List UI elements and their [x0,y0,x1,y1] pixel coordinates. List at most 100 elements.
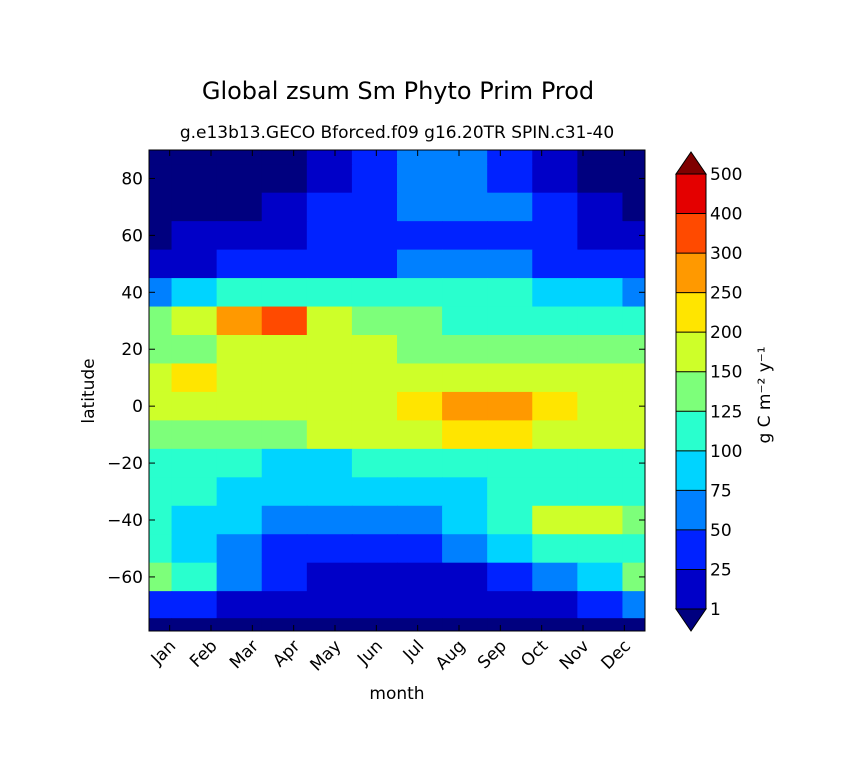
heatmap-cell [351,448,398,478]
colorbar-tick-label: 125 [710,402,742,422]
y-tick-label: 40 [121,283,143,303]
colorbar-tick-label: 500 [710,165,742,185]
colorbar-tick-label: 300 [710,244,742,264]
heatmap-cell [532,534,578,564]
heatmap-cell [261,477,308,507]
heatmap-cell [171,150,218,165]
heatmap-cell [216,505,263,535]
heatmap-cell [532,278,578,308]
heatmap-cell [149,591,173,619]
heatmap-cell [622,448,645,478]
heatmap-cell [306,335,353,365]
heatmap-cell [216,591,263,619]
heatmap-cell [577,164,624,194]
heatmap-cell [622,534,645,564]
heatmap-cell [261,150,308,165]
heatmap-cell [442,420,488,450]
heatmap-cell [171,420,218,450]
heatmap-cell [397,591,443,619]
heatmap-cell [532,448,578,478]
heatmap-cell [487,221,533,251]
heatmap-cell [397,420,443,450]
heatmap-cell [622,591,645,619]
heatmap-cell [442,448,488,478]
heatmap-cell [622,618,645,631]
heatmap-cell [577,278,624,308]
heatmap-cell [171,164,218,194]
colorbar-tick-label: 75 [710,481,732,501]
heatmap-cell [442,562,488,592]
heatmap-cell [171,448,218,478]
heatmap-cell [577,150,624,165]
heatmap-cell [216,391,263,421]
x-tick-label: Sep [474,636,511,673]
heatmap-cell [397,534,443,564]
heatmap-cell [149,420,173,450]
heatmap-cell [149,278,173,308]
heatmap-cell [577,448,624,478]
heatmap-cell [397,477,443,507]
chart-subtitle: g.e13b13.GECO Bforced.f09 g16.20TR SPIN.… [180,123,614,143]
heatmap-cell [216,221,263,251]
heatmap-cell [397,335,443,365]
heatmap-cell [487,618,533,631]
heatmap-cell [261,505,308,535]
heatmap-cell [622,150,645,165]
heatmap-cell [171,192,218,222]
colorbar-swatch [676,213,706,254]
heatmap-cell [442,505,488,535]
y-tick-label: 0 [132,397,143,417]
heatmap-cell [487,335,533,365]
heatmap-cell [532,505,578,535]
heatmap-cell [261,164,308,194]
heatmap-cell [216,306,263,336]
heatmap-cell [306,278,353,308]
x-tick-label: Dec [597,636,634,673]
y-tick-label: −60 [107,568,143,588]
heatmap-cell [351,150,398,165]
heatmap-cell [216,150,263,165]
heatmap-cell [171,278,218,308]
heatmap-cell [397,192,443,222]
heatmap-cell [487,420,533,450]
heatmap-cell [442,192,488,222]
heatmap-cell [487,192,533,222]
heatmap-cell [171,391,218,421]
colorbar-tick-label: 400 [710,205,742,225]
y-tick-label: −40 [107,511,143,531]
heatmap-cell [397,562,443,592]
heatmap-cell [532,477,578,507]
colorbar-swatch [676,174,706,215]
heatmap-cell [149,562,173,592]
heatmap-cell [577,363,624,393]
heatmap-cell [171,562,218,592]
colorbar-swatch [676,292,706,333]
heatmap-cell [577,192,624,222]
colorbar-extend-min [675,608,707,632]
heatmap-cell [216,164,263,194]
heatmap-cell [306,591,353,619]
y-tick-label: −20 [107,454,143,474]
heatmap-cell [487,306,533,336]
heatmap-cell [351,618,398,631]
heatmap-cell [532,420,578,450]
heatmap-cell [171,534,218,564]
x-tick-label: Jul [399,636,428,665]
heatmap-cell [532,562,578,592]
heatmap-cell [306,363,353,393]
heatmap-cell [261,306,308,336]
heatmap-cell [149,249,173,279]
heatmap-cell [397,505,443,535]
heatmap-cell [397,306,443,336]
heatmap-cell [442,335,488,365]
heatmap-cell [577,562,624,592]
heatmap-cell [351,562,398,592]
x-tick-label: Apr [269,636,304,671]
heatmap-cell [306,249,353,279]
heatmap-cell [216,562,263,592]
heatmap-cell [532,618,578,631]
heatmap-cell [487,391,533,421]
heatmap-cell [306,448,353,478]
